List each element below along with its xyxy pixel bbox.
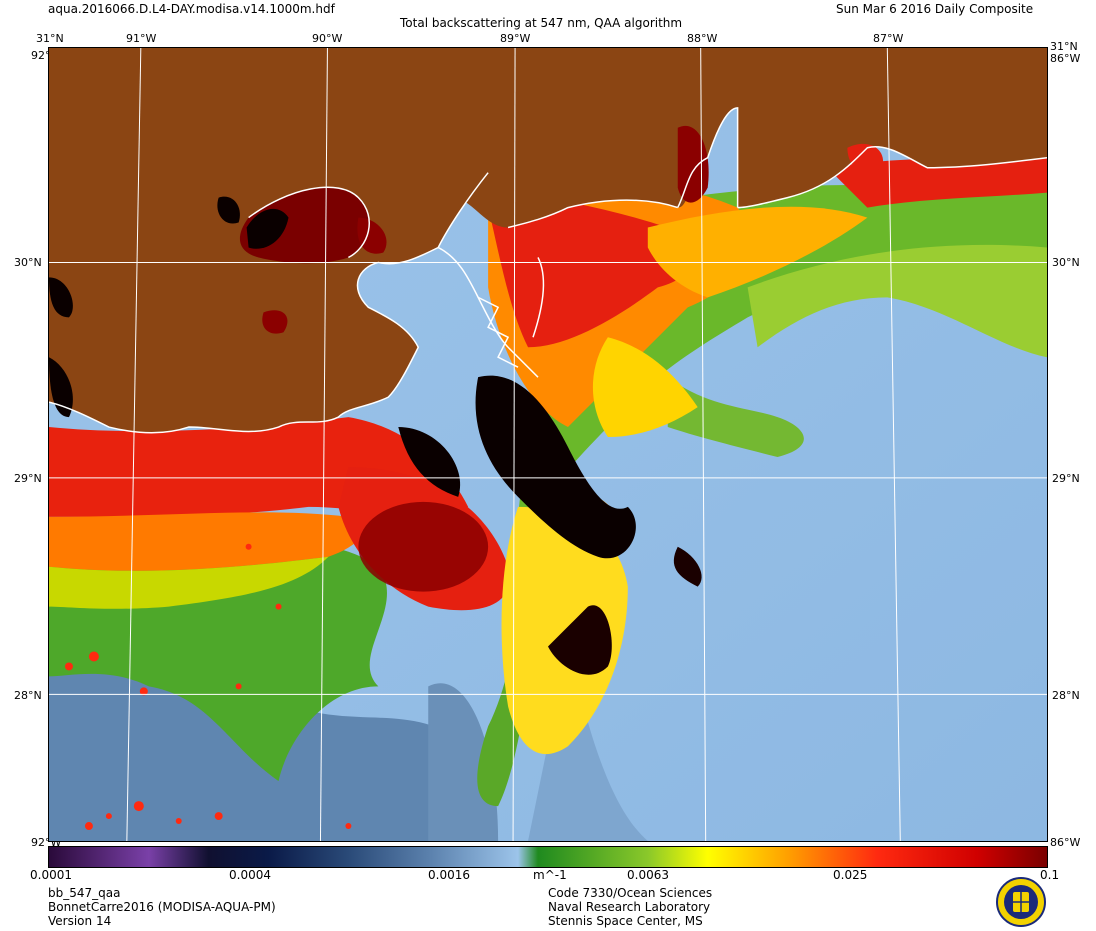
lat-label-28n-left: 28°N [14,689,42,702]
lat-label-30n-right: 30°N [1052,256,1080,269]
lon-label-87w: 87°W [873,32,904,45]
lake-pontchartrain [239,187,370,264]
colorbar-tick-5: 0.1 [1040,868,1060,882]
org-line-1: Code 7330/Ocean Sciences [548,886,713,900]
lat-label-30n-left: 30°N [14,256,42,269]
lon-label-91w: 91°W [126,32,157,45]
lat-label-29n-right: 29°N [1052,472,1080,485]
org-line-3: Stennis Space Center, MS [548,914,703,928]
corner-label-right-bottom: 86°W [1050,836,1081,849]
lat-label-28n-right: 28°N [1052,689,1080,702]
corner-label-top-right: 31°N [1050,40,1078,53]
colorbar-tick-0: 0.0001 [30,868,72,882]
offshore-red-speckles [64,543,352,831]
colorbar-tick-4: 0.025 [833,868,868,882]
colorbar-tick-3: 0.0063 [627,868,669,882]
nrl-seal-icon [996,877,1046,927]
satellite-map [48,47,1048,842]
org-line-2: Naval Research Laboratory [548,900,711,914]
product-name: bb_547_qaa [48,886,121,900]
lon-label-88w: 88°W [687,32,718,45]
version-label: Version 14 [48,914,112,928]
land-area [49,48,1047,433]
colorbar-tick-1: 0.0004 [229,868,271,882]
graticule [49,48,1047,841]
map-title: Total backscattering at 547 nm, QAA algo… [400,16,683,30]
delta-dark-patch [475,375,636,559]
composite-date: Sun Mar 6 2016 Daily Composite [836,2,1034,16]
corner-label-right-top: 86°W [1050,52,1081,65]
region-name: BonnetCarre2016 (MODISA-AQUA-PM) [48,900,276,914]
corner-label-top-left: 31°N [36,32,64,45]
colorbar-tick-2: 0.0016 [428,868,470,882]
lat-label-29n-left: 29°N [14,472,42,485]
lon-label-90w: 90°W [312,32,343,45]
lon-label-89w: 89°W [500,32,531,45]
colorbar-unit: m^-1 [533,868,567,882]
color-scale-bar [48,846,1048,868]
file-name: aqua.2016066.D.L4-DAY.modisa.v14.1000m.h… [48,2,335,16]
